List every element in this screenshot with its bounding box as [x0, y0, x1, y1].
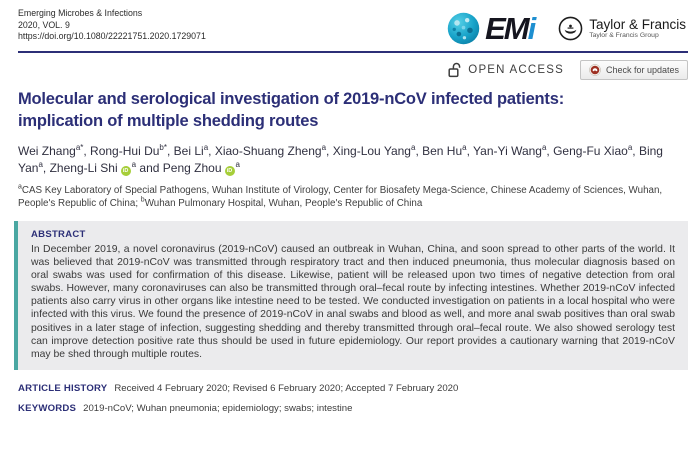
author-name: Bing Yan: [18, 144, 663, 175]
author-affiliation-sup: a: [131, 160, 137, 169]
abstract-box: ABSTRACT In December 2019, a novel coron…: [14, 221, 688, 370]
open-lock-icon: [448, 62, 462, 78]
author-affiliation-sup: a: [38, 160, 43, 169]
crossmark-icon: [589, 63, 601, 76]
orcid-icon[interactable]: iD: [224, 166, 235, 176]
abstract-text: In December 2019, a novel coronavirus (2…: [31, 244, 675, 360]
author-name: Bei Li: [173, 144, 204, 158]
article-title-line2: implication of multiple shedding routes: [18, 111, 319, 130]
affiliation-sup: b: [140, 196, 145, 204]
article-history-label: ARTICLE HISTORY: [18, 382, 108, 394]
author-affiliation-sup: a*: [75, 143, 84, 152]
journal-volume: 2020, VOL. 9: [18, 19, 70, 30]
author-list: Wei Zhanga*, Rong-Hui Dub*, Bei Lia, Xia…: [18, 143, 663, 176]
open-access-label: OPEN ACCESS: [468, 63, 564, 76]
check-for-updates-button[interactable]: Check for updates: [579, 59, 688, 80]
orcid-icon[interactable]: iD: [120, 166, 131, 176]
check-for-updates-label: Check for updates: [605, 64, 679, 75]
affiliations: aCAS Key Laboratory of Special Pathogens…: [18, 183, 663, 209]
emi-logo-text: EMi: [485, 10, 536, 46]
journal-name: Emerging Microbes & Infections: [18, 8, 143, 18]
emi-journal-logo: EMi: [445, 10, 536, 47]
author-name: Zheng-Li Shi: [49, 161, 118, 175]
author-name: Geng-Fu Xiao: [553, 144, 628, 158]
virus-icon: [445, 10, 482, 47]
publication-info: Emerging Microbes & Infections 2020, VOL…: [18, 8, 206, 43]
article-history-text: Received 4 February 2020; Revised 6 Febr…: [114, 382, 459, 394]
keywords-row: KEYWORDS 2019-nCoV; Wuhan pneumonia; epid…: [18, 403, 688, 414]
author-affiliation-sup: b*: [159, 143, 167, 152]
taylor-francis-text: Taylor & Francis Taylor & Francis Group: [589, 17, 686, 40]
article-history-row: ARTICLE HISTORY Received 4 February 2020;…: [18, 383, 688, 394]
author-affiliation-sup: a: [410, 143, 416, 152]
open-access-badge: OPEN ACCESS: [448, 62, 564, 78]
doi-link[interactable]: https://doi.org/10.1080/22221751.2020.17…: [18, 31, 206, 41]
masthead: Emerging Microbes & Infections 2020, VOL…: [18, 8, 688, 47]
article-title-line1: Molecular and serological investigation …: [18, 90, 564, 108]
affiliation-sup: a: [18, 183, 22, 191]
taylor-francis-ship-icon: [558, 16, 583, 41]
keywords-text: 2019-nCoV; Wuhan pneumonia; epidemiology…: [83, 402, 353, 414]
author-name: Xing-Lou Yang: [332, 144, 411, 158]
author-name: Wei Zhang: [18, 144, 76, 158]
page: Emerging Microbes & Infections 2020, VOL…: [14, 8, 688, 414]
publisher-logos: EMi Taylor & Francis Taylor & Francis Gr…: [445, 10, 688, 47]
author-name: Yan-Yi Wang: [473, 144, 542, 158]
badges-row: OPEN ACCESS Check for updates: [18, 58, 688, 81]
abstract-label: ABSTRACT: [31, 229, 86, 240]
taylor-francis-name: Taylor & Francis: [589, 17, 686, 32]
author-affiliation-sup: a: [321, 143, 327, 152]
header-rule: [18, 51, 688, 53]
author-name: Peng Zhou: [162, 161, 222, 175]
author-name: Rong-Hui Du: [90, 144, 160, 158]
author-affiliation-sup: a: [627, 143, 633, 152]
author-affiliation-sup: a: [541, 143, 547, 152]
author-affiliation-sup: a: [235, 160, 240, 169]
author-name: Ben Hu: [422, 144, 463, 158]
author-affiliation-sup: a: [203, 143, 209, 152]
keywords-label: KEYWORDS: [18, 402, 77, 414]
taylor-francis-group: Taylor & Francis Group: [589, 32, 659, 39]
article-title: Molecular and serological investigation …: [18, 89, 688, 132]
author-name: Xiao-Shuang Zheng: [214, 144, 322, 158]
taylor-francis-logo: Taylor & Francis Taylor & Francis Group: [558, 16, 686, 41]
author-affiliation-sup: a: [462, 143, 467, 152]
